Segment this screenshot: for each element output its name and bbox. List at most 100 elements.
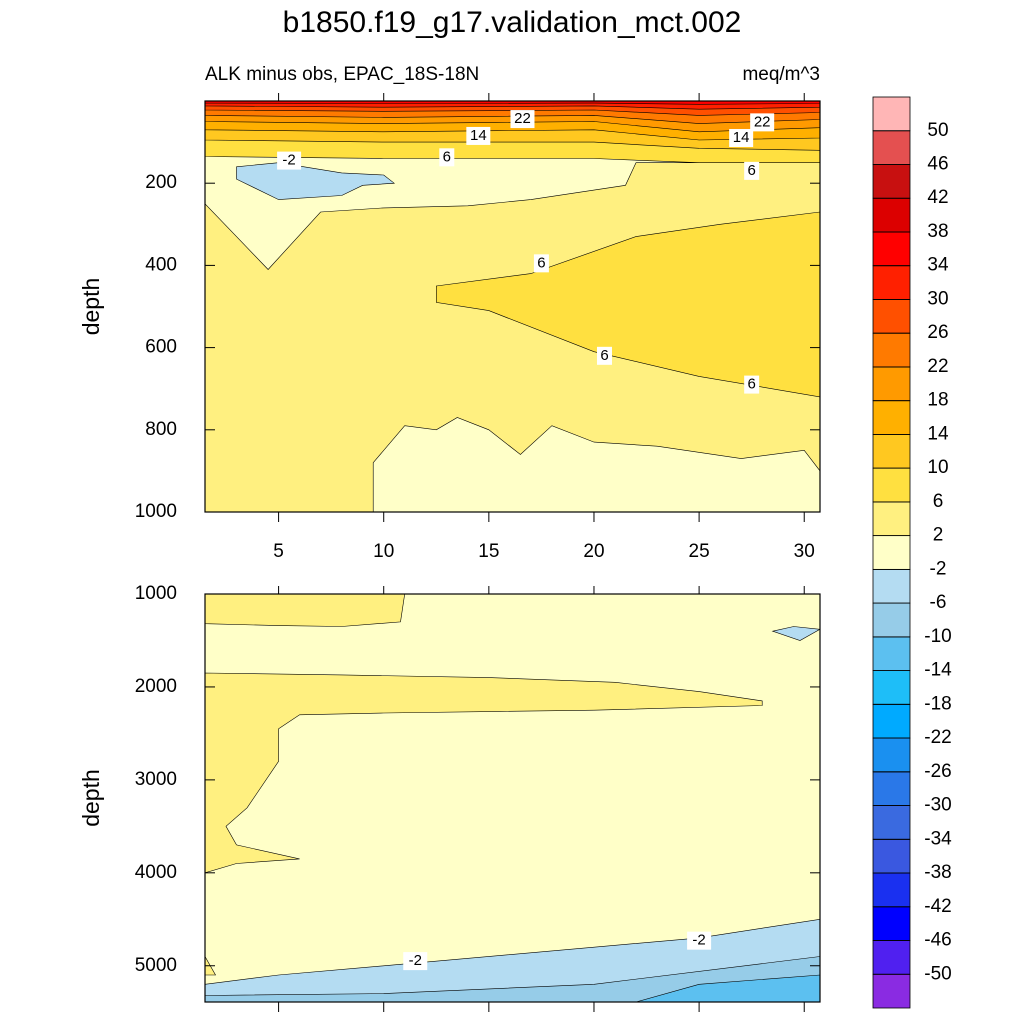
colorbar-label: 10: [927, 457, 948, 478]
colorbar-label: -42: [924, 896, 951, 917]
colorbar-box: [872, 164, 911, 199]
colorbar-label: 2: [933, 525, 944, 546]
colorbar-label: 42: [927, 187, 948, 208]
plot-frame: [204, 593, 821, 1003]
colorbar-label: -30: [924, 795, 951, 816]
colorbar-box: [872, 670, 911, 705]
colorbar-box: [872, 130, 911, 165]
contour-label-bg: [744, 375, 760, 394]
contour-label-bg: [596, 346, 612, 365]
contour-label: 6: [443, 148, 451, 165]
contour-region: [205, 594, 406, 627]
colorbar-box: [872, 838, 911, 874]
x-tick-label: 20: [583, 541, 604, 562]
y-tick-label: 5000: [135, 955, 177, 976]
y-tick-label: 2000: [135, 676, 177, 697]
colorbar-box: [872, 231, 911, 267]
colorbar-label: -46: [924, 930, 951, 951]
colorbar-box: [872, 906, 911, 941]
contour-label: -2: [409, 952, 422, 969]
contour-region: [771, 626, 820, 641]
y-tick-label: 200: [145, 172, 177, 193]
colorbar-label: 26: [927, 322, 948, 343]
contour-label: 22: [514, 110, 531, 127]
colorbar-label: 22: [927, 356, 948, 377]
colorbar-box: [872, 771, 911, 806]
contour-label: -2: [282, 152, 295, 169]
contour-label: -2: [692, 932, 705, 949]
x-tick-label: 25: [689, 541, 710, 562]
contour-label-bg: [750, 113, 775, 132]
y-tick-label: 4000: [135, 862, 177, 883]
colorbar-label: -10: [924, 626, 951, 647]
contour-region: [436, 211, 820, 398]
contour-label-bg: [533, 254, 549, 273]
y-axis-label: depth: [78, 769, 104, 827]
colorbar-label: -14: [924, 660, 952, 681]
colorbar-label: -34: [924, 828, 952, 849]
contour-label: 22: [754, 113, 771, 130]
y-tick-label: 3000: [135, 769, 177, 790]
colorbar-box: [872, 501, 911, 537]
colorbar-box: [872, 434, 911, 469]
x-tick-label: 5: [273, 541, 284, 562]
colorbar-label: -18: [924, 693, 951, 714]
colorbar-label: 38: [927, 221, 948, 242]
contour-region: [205, 956, 820, 1002]
contour-region: [635, 974, 820, 1002]
x-tick-label: 15: [478, 541, 499, 562]
colorbar-box: [872, 940, 911, 975]
y-tick-label: 400: [145, 254, 177, 275]
colorbar-box: [872, 973, 911, 1009]
colorbar-box: [872, 265, 911, 300]
y-tick-label: 600: [145, 337, 177, 358]
contour-label: 6: [600, 347, 608, 364]
colorbar-label: -22: [924, 727, 951, 748]
colorbar-box: [872, 703, 911, 739]
contour-label: 14: [733, 129, 750, 146]
colorbar-box: [872, 805, 911, 840]
colorbar-box: [872, 197, 911, 233]
contour-label-bg: [466, 126, 491, 145]
contour-label-bg: [403, 952, 428, 971]
colorbar-label: 18: [927, 390, 948, 411]
chart-title: b1850.f19_g17.validation_mct.002: [283, 6, 742, 39]
colorbar-label: -50: [924, 963, 951, 984]
colorbar-label: -38: [924, 862, 951, 883]
x-tick-label: 10: [373, 541, 394, 562]
y-tick-label: 1000: [135, 501, 177, 522]
contour-label-bg: [439, 148, 455, 167]
colorbar-box: [872, 299, 911, 334]
colorbar-box: [872, 400, 911, 435]
colorbar-label: 14: [927, 423, 949, 444]
contour-label-bg: [510, 110, 535, 129]
contour-region: [236, 162, 396, 200]
colorbar-box: [872, 366, 911, 402]
x-tick-label: 30: [794, 541, 815, 562]
contour-label: 6: [747, 162, 755, 179]
contour-label-bg: [729, 128, 754, 147]
plot-frame: [204, 100, 821, 513]
subtitle-left: ALK minus obs, EPAC_18S-18N: [205, 64, 479, 85]
colorbar-box: [872, 96, 911, 132]
colorbar-label: 46: [927, 153, 948, 174]
contour-region: [205, 672, 763, 874]
colorbar-label: -2: [930, 558, 947, 579]
colorbar-label: 6: [933, 491, 944, 512]
contour-region: [372, 417, 820, 512]
colorbar-box: [872, 737, 911, 773]
colorbar-label: 50: [927, 120, 948, 141]
colorbar-label: 30: [927, 288, 948, 309]
colorbar-label: -6: [930, 592, 947, 613]
colorbar-label: 34: [927, 255, 949, 276]
colorbar-box: [872, 535, 911, 570]
y-tick-label: 800: [145, 419, 177, 440]
contour-label: 6: [537, 254, 545, 271]
colorbar-box: [872, 332, 911, 368]
colorbar-box: [872, 467, 911, 503]
colorbar-box: [872, 872, 911, 908]
contour-region: [205, 101, 820, 105]
contour-label-bg: [744, 161, 760, 180]
